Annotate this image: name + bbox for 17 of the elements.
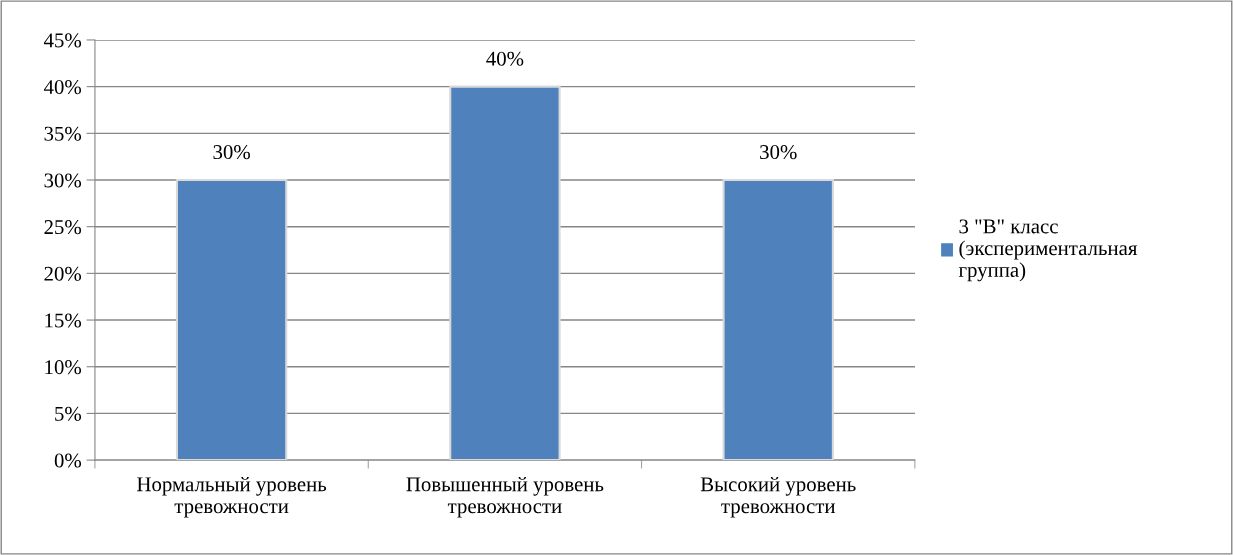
- y-tick-label: 5%: [55, 406, 82, 421]
- x-tick-label: Повышенный уровень тревожности: [406, 476, 604, 518]
- legend-label: 3 "В" класс (экспериментальная группа): [958, 219, 1138, 282]
- data-label: 30%: [760, 145, 797, 160]
- data-label: 30%: [213, 145, 250, 160]
- y-tick-label: 0%: [54, 453, 82, 468]
- y-tick-label: 10%: [45, 360, 82, 375]
- data-label: 40%: [486, 51, 524, 66]
- y-tick-label: 30%: [44, 173, 82, 188]
- x-tick-label: Нормальный уровень тревожности: [137, 476, 327, 518]
- y-tick-label: 40%: [43, 80, 82, 95]
- x-tick-label: Высокий уровень тревожности: [700, 476, 856, 518]
- y-tick-label: 25%: [44, 220, 82, 235]
- y-tick-label: 15%: [45, 313, 82, 328]
- y-tick-label: 45%: [43, 33, 82, 48]
- y-tick-label: 20%: [44, 266, 82, 281]
- y-tick-label: 35%: [44, 126, 82, 141]
